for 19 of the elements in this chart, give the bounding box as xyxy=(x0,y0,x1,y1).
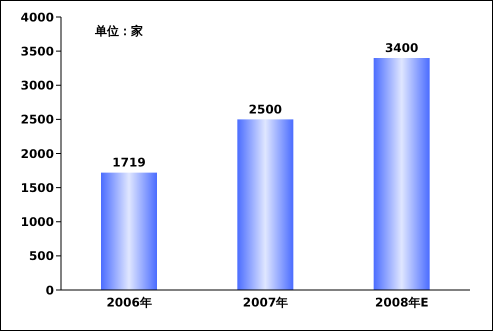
y-tick-label: 1500 xyxy=(20,180,54,195)
y-tick-label: 3500 xyxy=(20,44,54,58)
data-label: 1719 xyxy=(112,156,146,170)
y-tick-label: 0 xyxy=(46,283,54,298)
data-label: 3400 xyxy=(384,40,418,55)
y-tick-label: 3000 xyxy=(20,78,54,93)
x-tick-label: 2006年 xyxy=(106,296,152,310)
y-tick-label: 2000 xyxy=(20,146,54,161)
bar xyxy=(237,119,294,290)
x-tick-label: 2007年 xyxy=(242,296,288,310)
y-tick-label: 500 xyxy=(28,249,54,264)
data-label: 2500 xyxy=(248,102,282,116)
y-tick-label: 1000 xyxy=(20,215,54,230)
x-tick-label: 2008年E xyxy=(375,296,429,310)
bar xyxy=(101,172,157,290)
y-tick-label: 2500 xyxy=(20,112,54,127)
y-tick-label: 4000 xyxy=(20,10,54,24)
annotation: 单位：家 xyxy=(95,23,143,40)
bar xyxy=(374,58,430,290)
